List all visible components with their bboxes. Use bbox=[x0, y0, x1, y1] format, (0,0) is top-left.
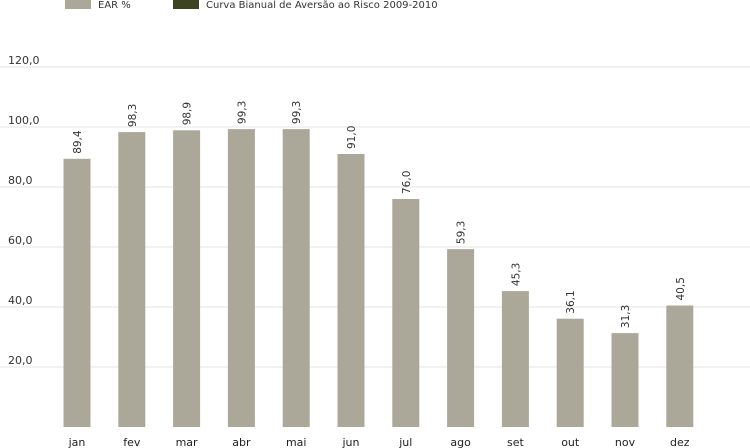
gridlines bbox=[0, 66, 750, 368]
bar-jun bbox=[337, 154, 365, 427]
x-tick-label: out bbox=[561, 436, 580, 448]
bars: 89,4 98,3 98,9 99,3 99,3 91,0 76,0 59,3 45,3 36,1… bbox=[63, 101, 694, 428]
x-axis: jan fev mar abr mai jun jul ago set out nov dez bbox=[68, 436, 690, 448]
y-tick-label: 100,0 bbox=[8, 114, 40, 127]
x-tick-label: jan bbox=[68, 436, 86, 448]
bar-ago bbox=[447, 249, 475, 427]
data-label: 91,0 bbox=[346, 126, 358, 149]
y-tick-label: 20,0 bbox=[8, 354, 33, 367]
bar-fev bbox=[118, 132, 146, 427]
data-label: 98,3 bbox=[127, 104, 139, 127]
y-tick-label: 80,0 bbox=[8, 174, 33, 187]
legend-label: EAR % bbox=[98, 0, 131, 11]
x-tick-label: set bbox=[507, 436, 524, 448]
x-tick-label: fev bbox=[123, 436, 141, 448]
bar-nov bbox=[611, 333, 639, 427]
bar-jul bbox=[392, 199, 420, 427]
legend: EAR % Curva Bianual de Aversão ao Risco 2… bbox=[65, 0, 438, 11]
data-label: 36,1 bbox=[565, 290, 577, 313]
y-tick-label: 120,0 bbox=[8, 54, 40, 67]
bar-set bbox=[501, 291, 529, 427]
y-tick-label: 40,0 bbox=[8, 294, 33, 307]
data-label: 76,0 bbox=[401, 171, 413, 194]
bar-mar bbox=[173, 130, 201, 428]
data-label: 99,3 bbox=[291, 101, 303, 124]
data-label: 99,3 bbox=[236, 101, 248, 124]
x-tick-label: mar bbox=[176, 436, 198, 448]
bar-dez bbox=[666, 305, 694, 427]
x-tick-label: dez bbox=[670, 436, 690, 448]
y-tick-label: 60,0 bbox=[8, 234, 33, 247]
bar-jan bbox=[63, 158, 91, 428]
bar-mai bbox=[282, 129, 310, 427]
data-label: 89,4 bbox=[72, 130, 84, 154]
legend-swatch bbox=[173, 0, 199, 9]
data-label: 59,3 bbox=[456, 221, 468, 244]
data-label: 31,3 bbox=[620, 305, 632, 328]
data-label: 40,5 bbox=[675, 277, 687, 300]
bar-abr bbox=[227, 129, 255, 427]
x-tick-label: jun bbox=[342, 436, 360, 448]
legend-label: Curva Bianual de Aversão ao Risco 2009-2… bbox=[206, 0, 438, 11]
x-tick-label: jul bbox=[398, 436, 412, 448]
data-label: 45,3 bbox=[510, 263, 522, 286]
x-tick-label: abr bbox=[232, 436, 251, 448]
bar-out bbox=[556, 318, 584, 427]
y-axis: 20,0 40,0 60,0 80,0 100,0 120,0 bbox=[8, 54, 40, 367]
data-label: 98,9 bbox=[182, 102, 194, 125]
x-tick-label: nov bbox=[615, 436, 636, 448]
legend-swatch bbox=[65, 0, 91, 9]
x-tick-label: mai bbox=[286, 436, 307, 448]
x-tick-label: ago bbox=[450, 436, 471, 448]
